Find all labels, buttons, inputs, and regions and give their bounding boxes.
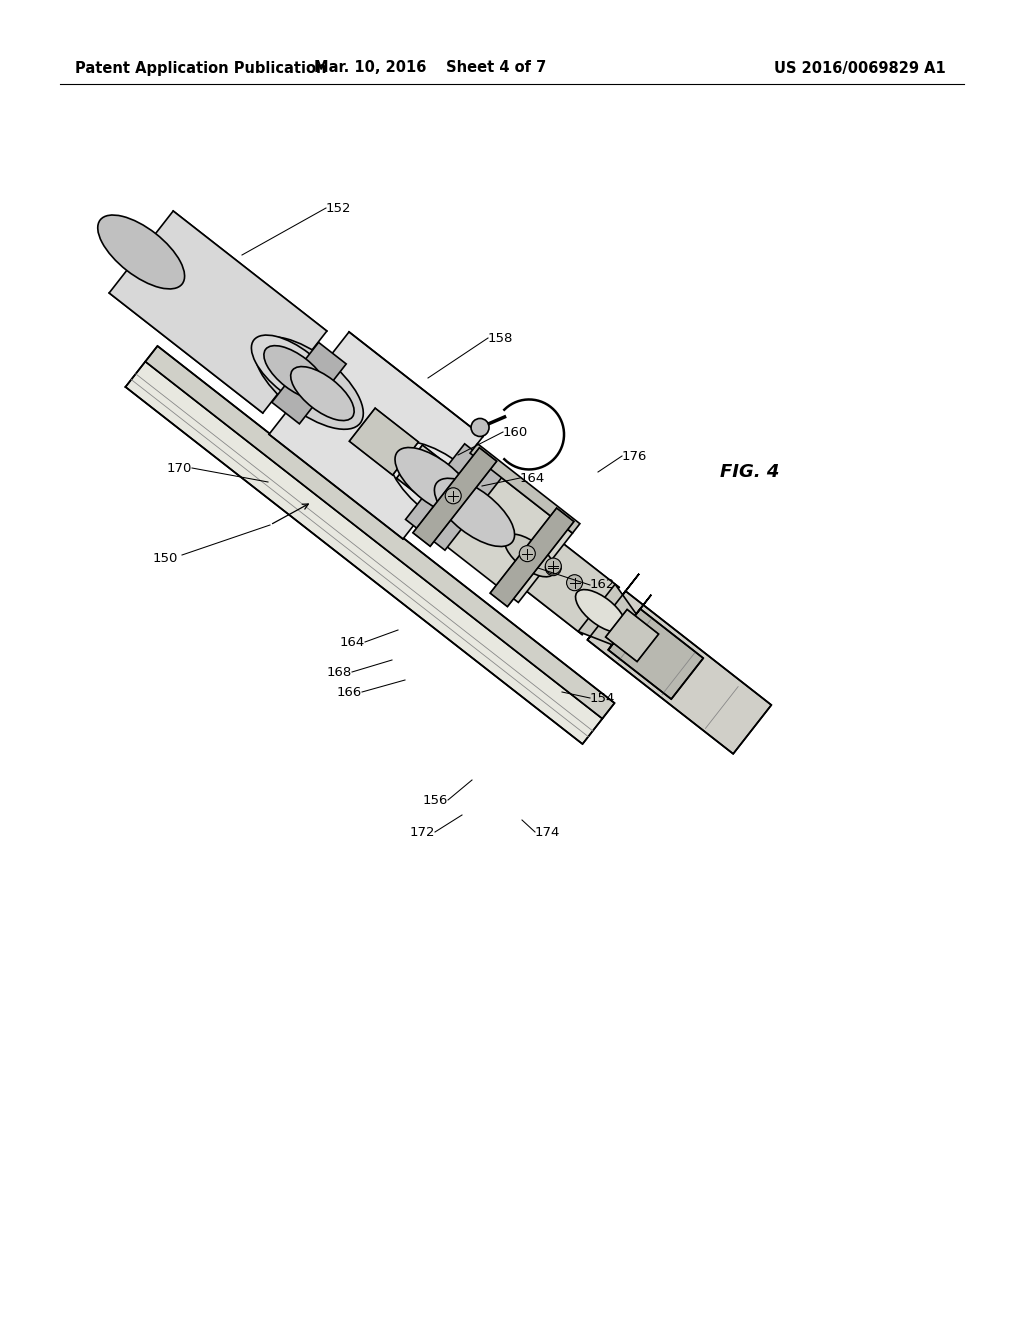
Polygon shape [490, 508, 573, 607]
Polygon shape [608, 595, 651, 649]
Ellipse shape [434, 478, 515, 546]
Text: 154: 154 [590, 692, 615, 705]
Text: 156: 156 [423, 793, 449, 807]
Circle shape [566, 574, 583, 591]
Ellipse shape [291, 367, 354, 421]
Text: 176: 176 [622, 450, 647, 462]
Ellipse shape [575, 590, 626, 632]
Polygon shape [406, 444, 504, 550]
Text: 152: 152 [326, 202, 351, 214]
Ellipse shape [97, 215, 184, 289]
Text: FIG. 4: FIG. 4 [720, 463, 779, 480]
Polygon shape [290, 366, 304, 381]
Polygon shape [416, 453, 572, 602]
Polygon shape [588, 574, 639, 640]
Polygon shape [579, 585, 639, 647]
Ellipse shape [252, 335, 338, 409]
Polygon shape [126, 362, 602, 744]
Text: 164: 164 [340, 635, 365, 648]
Text: 160: 160 [503, 425, 528, 438]
Polygon shape [605, 610, 658, 661]
Polygon shape [271, 342, 346, 424]
Ellipse shape [395, 447, 475, 516]
Ellipse shape [389, 442, 498, 535]
Circle shape [519, 545, 536, 561]
Text: Patent Application Publication: Patent Application Publication [75, 61, 327, 75]
Polygon shape [511, 532, 620, 635]
Text: US 2016/0069829 A1: US 2016/0069829 A1 [774, 61, 946, 75]
Text: 172: 172 [410, 825, 435, 838]
Text: 150: 150 [153, 552, 178, 565]
Ellipse shape [505, 535, 555, 577]
Text: 162: 162 [590, 578, 615, 591]
Text: Mar. 10, 2016  Sheet 4 of 7: Mar. 10, 2016 Sheet 4 of 7 [314, 61, 546, 75]
Polygon shape [413, 447, 497, 546]
Text: 166: 166 [337, 685, 362, 698]
Text: 158: 158 [488, 331, 513, 345]
Text: 164: 164 [520, 471, 545, 484]
Polygon shape [269, 331, 483, 539]
Text: 174: 174 [535, 825, 560, 838]
Text: 170: 170 [167, 462, 193, 474]
Polygon shape [588, 591, 771, 754]
Polygon shape [396, 445, 466, 512]
Ellipse shape [264, 346, 328, 400]
Ellipse shape [255, 337, 364, 429]
Circle shape [471, 418, 489, 437]
Circle shape [546, 560, 561, 576]
Text: 168: 168 [327, 665, 352, 678]
Polygon shape [110, 211, 327, 413]
Polygon shape [470, 444, 580, 533]
Circle shape [546, 558, 561, 574]
Polygon shape [145, 346, 614, 718]
Polygon shape [608, 609, 703, 700]
Circle shape [445, 488, 461, 504]
Polygon shape [349, 408, 419, 475]
